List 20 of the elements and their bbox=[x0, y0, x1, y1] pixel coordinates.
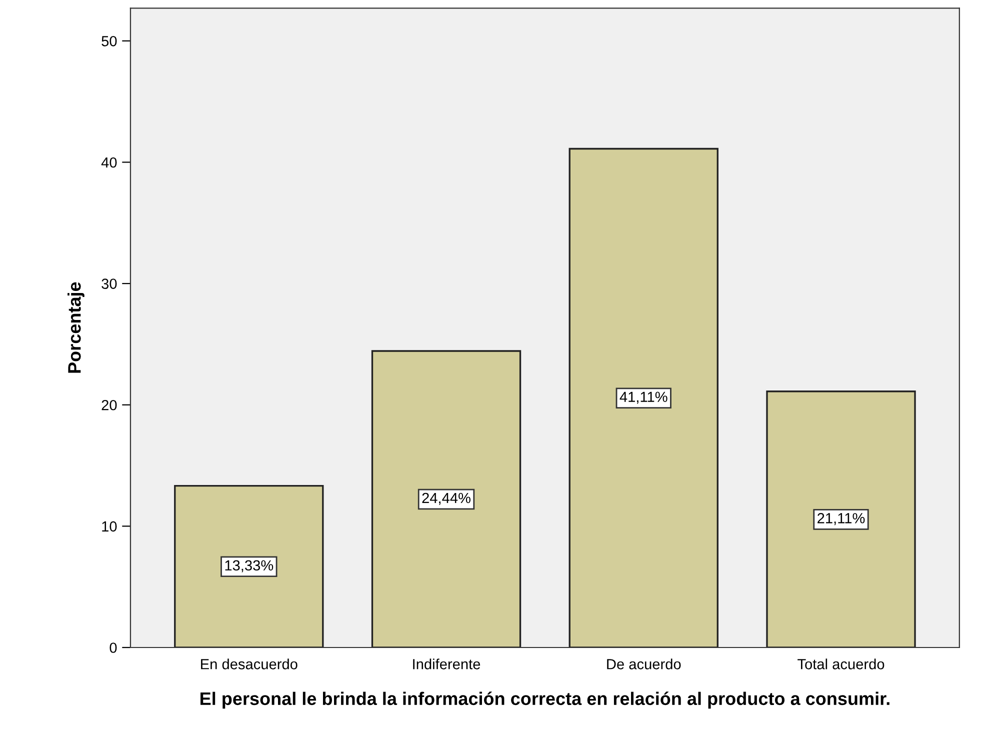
x-tick-label: Total acuerdo bbox=[798, 658, 884, 670]
x-tick-label: En desacuerdo bbox=[201, 658, 298, 670]
bar bbox=[371, 350, 522, 648]
bar bbox=[568, 148, 718, 648]
data-label: 24,44% bbox=[422, 492, 470, 505]
data-label: 13,33% bbox=[225, 560, 274, 572]
data-label: 21,11% bbox=[818, 513, 865, 526]
y-tick-label: 50 bbox=[102, 36, 117, 46]
y-axis-title: Porcentaje bbox=[68, 282, 84, 373]
y-tick-label: 40 bbox=[101, 157, 117, 168]
bar bbox=[174, 484, 324, 648]
y-tick-label: 30 bbox=[102, 278, 117, 289]
x-tick-label: De acuerdo bbox=[607, 658, 681, 670]
y-tick-label: 0 bbox=[110, 642, 117, 653]
x-tick-label: Indiferente bbox=[413, 658, 480, 670]
y-tick-label: 10 bbox=[102, 521, 117, 532]
data-label: 41,11% bbox=[620, 392, 668, 404]
y-tick-label: 20 bbox=[102, 400, 117, 410]
x-axis-title: El personal le brinda la información correcta en relación al producto a consumir. bbox=[200, 692, 890, 709]
bar bbox=[766, 390, 916, 648]
